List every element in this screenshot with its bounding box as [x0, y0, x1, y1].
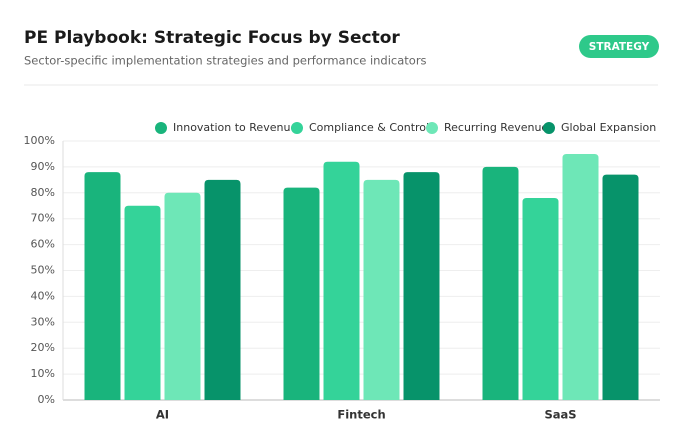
- y-tick-label: 90%: [31, 160, 55, 173]
- bar: [403, 172, 440, 400]
- legend-label: Global Expansion: [561, 121, 656, 134]
- x-tick-label: SaaS: [544, 408, 576, 422]
- y-tick-label: 20%: [31, 341, 55, 354]
- y-tick-label: 70%: [31, 212, 55, 225]
- bar: [84, 172, 121, 400]
- legend-marker: [291, 122, 303, 134]
- bar: [283, 187, 320, 400]
- y-tick-label: 40%: [31, 289, 55, 302]
- bar: [562, 153, 599, 400]
- legend-marker: [543, 122, 555, 134]
- bar: [363, 179, 400, 400]
- y-tick-label: 100%: [24, 134, 55, 147]
- y-tick-label: 80%: [31, 186, 55, 199]
- y-tick-label: 50%: [31, 264, 55, 277]
- bar: [323, 161, 360, 400]
- chart-subtitle: Sector-specific implementation strategie…: [24, 54, 427, 68]
- x-tick-label: AI: [156, 408, 169, 422]
- legend-marker: [426, 122, 438, 134]
- bar: [204, 179, 241, 400]
- y-tick-label: 60%: [31, 238, 55, 251]
- legend-label: Compliance & Control: [309, 121, 429, 134]
- y-tick-label: 30%: [31, 315, 55, 328]
- legend-label: Recurring Revenue: [444, 121, 548, 134]
- badge: [579, 35, 659, 58]
- bar: [602, 174, 639, 400]
- bar: [522, 197, 559, 400]
- bar: [124, 205, 161, 400]
- x-tick-label: Fintech: [337, 408, 385, 422]
- legend-label: Innovation to Revenue: [173, 121, 297, 134]
- badge-text: STRATEGY: [589, 41, 650, 53]
- y-tick-label: 0%: [38, 393, 55, 406]
- chart-title: PE Playbook: Strategic Focus by Sector: [24, 28, 400, 48]
- bar: [482, 166, 519, 400]
- y-tick-label: 10%: [31, 367, 55, 380]
- bar: [164, 192, 201, 400]
- legend-marker: [155, 122, 167, 134]
